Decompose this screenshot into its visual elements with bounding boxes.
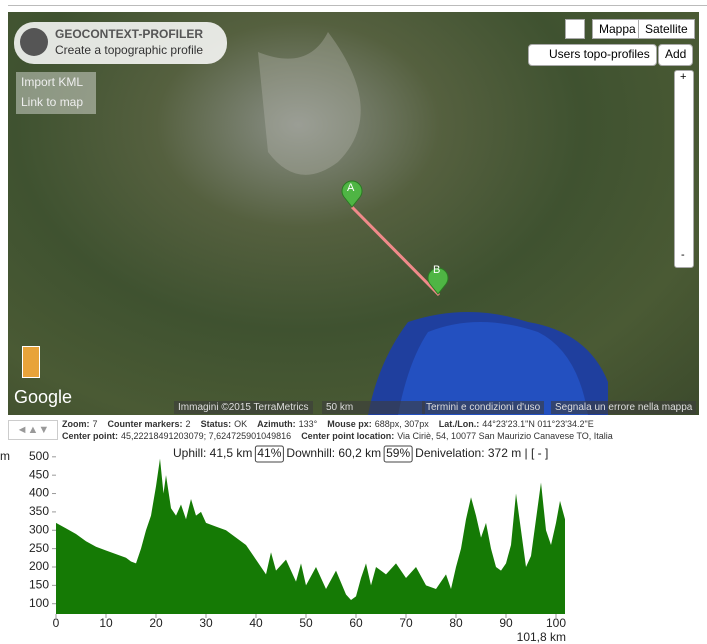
status-label: Center point:	[62, 431, 118, 441]
y-unit: m	[0, 449, 10, 463]
status-value: 45,22218491203079; 7,624725901049816	[121, 431, 292, 441]
status-label: Mouse px:	[327, 419, 372, 429]
status-line: Zoom: 7 Counter markers: 2 Status: OK Azimuth:…	[62, 418, 623, 430]
users-profiles[interactable]: Users topo-profiles	[528, 44, 657, 66]
x-tick-label: 20	[149, 616, 163, 630]
zoom-slider[interactable]: + -	[674, 70, 694, 268]
downhill-pct: 59%	[386, 446, 410, 460]
y-tick-label: 300	[29, 522, 49, 536]
x-tick-label: 100	[546, 616, 566, 630]
pct-box	[383, 445, 413, 463]
terms[interactable]: Termini e condizioni d'uso	[422, 401, 545, 414]
status-label: Center point location:	[301, 431, 395, 441]
y-tick-label: 350	[29, 504, 49, 518]
pegman[interactable]	[22, 346, 40, 378]
x-tick-label: 30	[199, 616, 213, 630]
y-tick-label: 500	[29, 449, 49, 463]
y-tick-label: 200	[29, 559, 49, 573]
x-tick-label: 40	[249, 616, 263, 630]
map[interactable]: A B GEOCONTEXT-PROFILER Create a topogra…	[8, 12, 699, 415]
add-button[interactable]: Add	[658, 44, 694, 66]
x-tick-label: 70	[399, 616, 413, 630]
scale: 50 km	[322, 401, 425, 414]
logo-subtitle: Create a topographic profile	[55, 43, 204, 57]
status-line: Center point: 45,22218491203079; 7,624725…	[62, 430, 623, 442]
elevation-area	[56, 458, 565, 614]
status-label: Azimuth:	[257, 419, 296, 429]
logo-title: GEOCONTEXT-PROFILER	[55, 27, 204, 41]
logo-box[interactable]: GEOCONTEXT-PROFILER Create a topographic…	[14, 22, 227, 64]
y-tick-label: 400	[29, 486, 49, 500]
uphill-pct: 41%	[257, 446, 281, 460]
status-label: Lat./Lon.:	[438, 419, 480, 429]
denivelation: Denivelation: 372 m | [ - ]	[415, 446, 548, 460]
pct-box	[254, 445, 284, 463]
map-drawing	[258, 32, 608, 415]
x-tick-label: 60	[349, 616, 363, 630]
marker-b[interactable]: B	[433, 264, 441, 276]
y-tick-label: 100	[29, 596, 49, 610]
y-tick-label: 450	[29, 467, 49, 481]
status-value: 44°23'23.1"N 011°23'34.2"E	[482, 419, 594, 429]
marker-a[interactable]: A	[347, 182, 355, 194]
y-tick-label: 250	[29, 541, 49, 555]
zoom-box-button[interactable]	[565, 19, 585, 39]
x-tick-label: 80	[449, 616, 463, 630]
top-rule	[8, 5, 707, 6]
status-label: Zoom:	[62, 419, 90, 429]
y-tick-label: 150	[29, 578, 49, 592]
nav-arrows[interactable]: ◄▲▼	[8, 420, 58, 440]
elevation-chart: 100 150 200 250 300 350 400 450 500 0 10 20 30 40 50 60…	[0, 445, 566, 644]
status-label: Status:	[200, 419, 232, 429]
imagery-credit: Immagini ©2015 TerraMetrics	[174, 401, 313, 414]
status-value: 2	[185, 419, 191, 429]
logo-icon	[20, 28, 48, 56]
status-value: Via Ciriè, 54, 10077 San Maurizio Canave…	[397, 431, 613, 441]
link-to-map[interactable]: Link to map	[21, 95, 84, 109]
status-bar: Zoom: 7 Counter markers: 2 Status: OK Azimuth:…	[62, 418, 623, 442]
status-value: 688px, 307px	[374, 419, 429, 429]
status-value: OK	[234, 419, 248, 429]
distance-label: 101,8 km	[517, 630, 566, 644]
map-button[interactable]: Mappa	[592, 19, 643, 39]
x-tick-label: 0	[53, 616, 60, 630]
uphill: Uphill: 41,5 km	[173, 446, 252, 460]
downhill: Downhill: 60,2 km	[286, 446, 381, 460]
google-logo: Google	[14, 387, 73, 407]
status-value: 7	[92, 419, 98, 429]
x-tick-label: 90	[499, 616, 513, 630]
x-tick-label: 50	[299, 616, 313, 630]
import-kml[interactable]: Import KML	[21, 75, 84, 89]
zoom-out[interactable]: -	[681, 249, 685, 261]
zoom-in[interactable]: +	[680, 71, 687, 83]
satellite-button[interactable]: Satellite	[638, 19, 695, 39]
status-label: Counter markers:	[107, 419, 183, 429]
report-error[interactable]: Segnala un errore nella mappa	[551, 401, 697, 414]
x-tick-label: 10	[99, 616, 113, 630]
kml-box: Import KML Link to map	[16, 72, 96, 114]
status-value: 133°	[298, 419, 318, 429]
